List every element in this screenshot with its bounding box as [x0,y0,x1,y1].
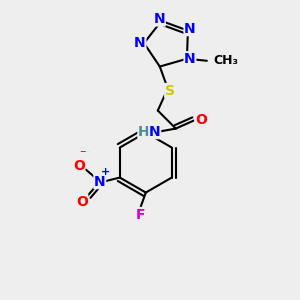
Text: O: O [73,159,85,172]
Text: CH₃: CH₃ [213,54,238,67]
Text: N: N [134,36,146,50]
Text: N: N [184,52,196,66]
Text: N: N [94,175,106,189]
Text: O: O [195,112,207,127]
Text: O: O [76,195,88,208]
Text: F: F [136,208,146,222]
Text: ⁻: ⁻ [80,148,86,162]
Text: N: N [184,22,196,36]
Text: S: S [165,84,175,98]
Text: N: N [149,124,160,139]
Text: H: H [138,124,150,139]
Text: N: N [154,12,165,26]
Text: +: + [101,167,110,177]
